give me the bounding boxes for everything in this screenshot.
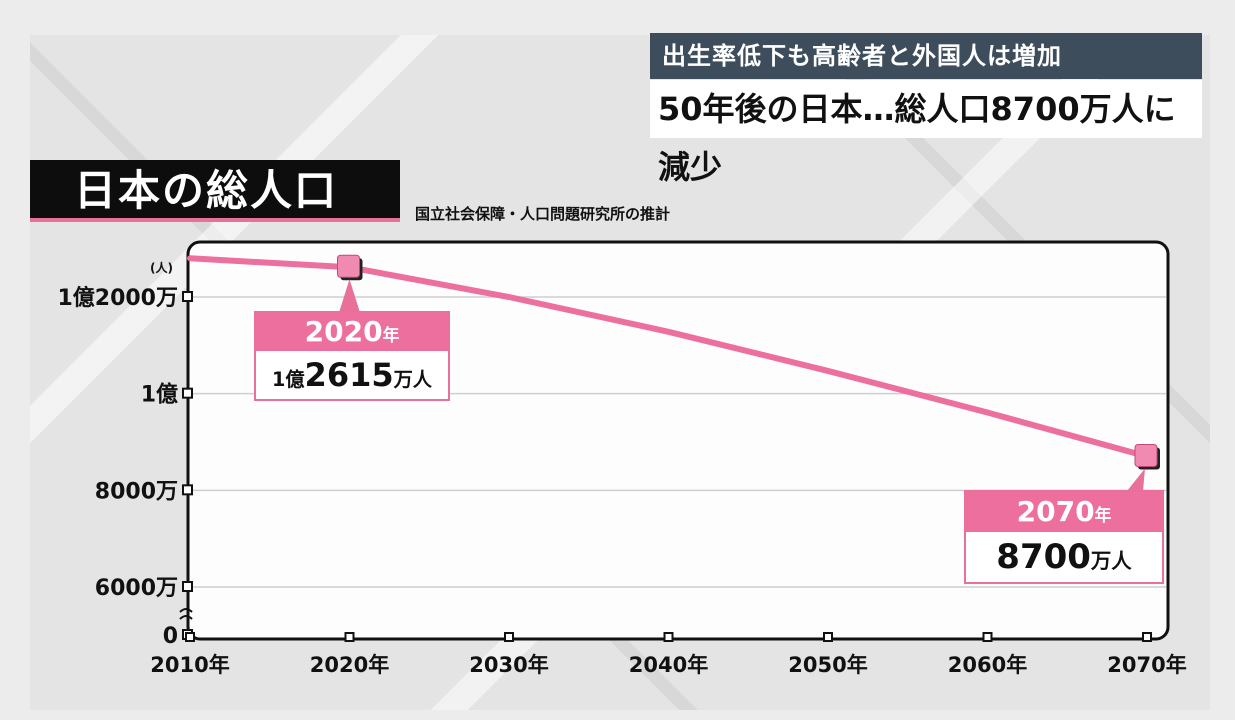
x-tick-label: 2050年	[788, 653, 867, 677]
callout-2070: 2070年 8700万人	[964, 490, 1164, 584]
x-tick-label: 2060年	[948, 653, 1027, 677]
callout-2020-value-prefix: 1億	[272, 368, 305, 391]
y-tick-marker-8000	[182, 484, 193, 496]
callout-2020-pointer	[339, 279, 360, 311]
x-tick-marker-2010	[185, 632, 195, 642]
x-tick-marker-2030	[504, 632, 514, 642]
callout-2070-pointer	[1127, 468, 1145, 491]
y-tick-label: 0	[163, 624, 178, 649]
x-tick-marker-2040	[663, 632, 674, 642]
callout-2020-year-value: 2020	[304, 315, 383, 348]
headline-top: 出生率低下も高齢者と外国人は増加	[650, 33, 1202, 79]
y-tick-marker-6000	[182, 581, 193, 592]
callout-2020: 2020年 1億2615万人	[254, 311, 450, 401]
axis-break-mark	[179, 608, 193, 620]
x-tick-marker-2070	[1142, 632, 1152, 642]
x-tick-label: 2070年	[1107, 653, 1186, 677]
callout-2070-value: 8700万人	[966, 532, 1162, 582]
y-tick-label: 8000万	[95, 479, 178, 504]
x-tick-marker-2060	[982, 632, 993, 642]
y-tick-marker-12000	[182, 291, 193, 302]
callout-2020-value-unit: 万人	[393, 368, 432, 391]
source-note: 国立社会保障・人口問題研究所の推計	[415, 205, 671, 223]
y-unit-label: (人)	[150, 260, 173, 275]
y-tick-label: 1億2000万	[57, 285, 178, 311]
callout-2070-year-value: 2070	[1016, 495, 1095, 528]
callout-2020-year-unit: 年	[382, 325, 400, 345]
callout-2020-value-number: 2615	[304, 356, 394, 394]
callout-2070-value-number: 8700	[996, 537, 1091, 577]
callout-2070-value-unit: 万人	[1090, 549, 1132, 573]
y-tick-label: 1億	[141, 382, 178, 408]
data-point-2070	[1134, 444, 1158, 467]
headline-main: 50年後の日本…総人口8700万人に減少	[650, 80, 1202, 186]
callout-2020-year: 2020年	[256, 313, 448, 351]
callout-2070-year: 2070年	[966, 492, 1162, 532]
callout-2020-value: 1億2615万人	[256, 351, 448, 399]
x-tick-marker-2050	[823, 632, 833, 642]
y-tick-marker-10000	[182, 387, 193, 399]
x-tick-label: 2010年	[150, 653, 229, 677]
y-tick-label: 6000万	[95, 576, 178, 601]
x-tick-label: 2040年	[629, 653, 708, 677]
data-point-2020	[337, 254, 360, 278]
callout-2070-year-unit: 年	[1094, 505, 1112, 525]
x-tick-label: 2020年	[310, 653, 389, 677]
chart-title: 日本の総人口	[30, 160, 400, 222]
x-tick-marker-2020	[344, 632, 355, 642]
x-tick-label: 2030年	[469, 653, 548, 677]
